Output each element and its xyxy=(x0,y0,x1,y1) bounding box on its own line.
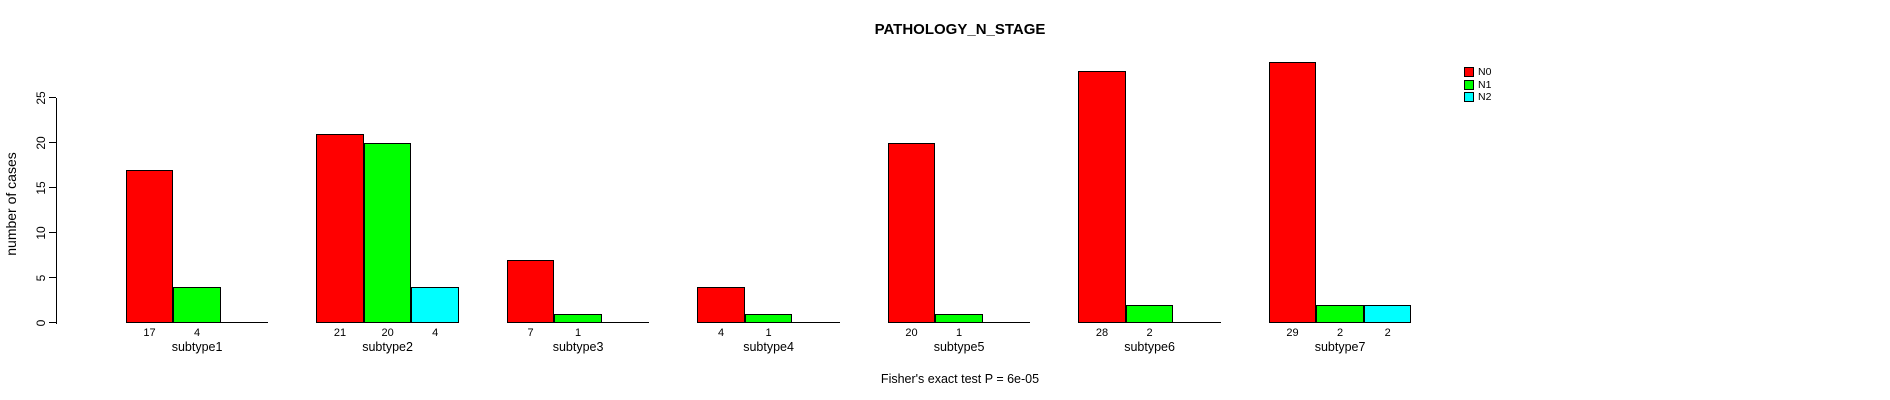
legend-label-N1: N1 xyxy=(1478,78,1492,91)
legend-row-N0: N0 xyxy=(1464,66,1491,79)
bar-subtype7-N2 xyxy=(1363,304,1412,323)
annotation-text: Fisher's exact test P = 6e-05 xyxy=(880,372,1040,386)
bar-subtype2-N0 xyxy=(316,133,364,323)
category-label-subtype1: subtype1 xyxy=(171,339,223,354)
legend-swatch-N1 xyxy=(1464,79,1474,90)
category-label-subtype2: subtype2 xyxy=(362,339,413,354)
legend-label-N0: N0 xyxy=(1478,66,1492,78)
y-tick-label-0: 0 xyxy=(33,319,48,326)
y-tick-0 xyxy=(49,322,56,323)
legend-label-N2: N2 xyxy=(1478,91,1492,103)
group-baseline-subtype2 xyxy=(316,322,459,323)
y-tick-20 xyxy=(49,142,56,143)
bar-subtype5-N0 xyxy=(887,142,936,323)
legend: N0 N1 N2 xyxy=(1464,66,1491,104)
bar-subtype5-N1 xyxy=(935,313,983,323)
bar-subtype4-N0 xyxy=(697,286,745,323)
bar-subtype2-N2 xyxy=(411,286,459,323)
legend-row-N2: N2 xyxy=(1464,91,1491,104)
legend-row-N1: N1 xyxy=(1464,79,1491,92)
y-tick-label-25: 25 xyxy=(33,90,48,105)
category-label-subtype7: subtype7 xyxy=(1314,339,1366,354)
bar-value-label-subtype6-N0: 28 xyxy=(1095,326,1109,339)
bar-value-label-subtype7-N0: 29 xyxy=(1286,326,1299,339)
y-tick-label-20: 20 xyxy=(33,135,48,150)
category-label-subtype4: subtype4 xyxy=(743,339,794,354)
bar-subtype6-N0 xyxy=(1078,70,1126,323)
bar-subtype3-N1 xyxy=(554,313,602,323)
bar-value-label-subtype2-N0: 21 xyxy=(333,326,347,339)
y-tick-25 xyxy=(49,97,56,98)
bar-subtype1-N0 xyxy=(125,169,174,323)
group-baseline-subtype1 xyxy=(125,322,269,323)
bar-value-label-subtype1-N1: 4 xyxy=(194,326,201,339)
group-baseline-subtype6 xyxy=(1078,322,1221,323)
bar-value-label-subtype5-N0: 20 xyxy=(905,326,918,339)
group-baseline-subtype7 xyxy=(1268,322,1412,323)
bar-subtype4-N1 xyxy=(744,313,793,323)
y-tick-10 xyxy=(49,232,56,233)
category-label-subtype3: subtype3 xyxy=(552,339,604,354)
category-label-subtype5: subtype5 xyxy=(933,339,985,354)
bar-value-label-subtype1-N0: 17 xyxy=(143,326,156,339)
category-label-subtype6: subtype6 xyxy=(1124,339,1175,354)
bar-value-label-subtype2-N2: 4 xyxy=(432,326,439,339)
bar-value-label-subtype4-N1: 1 xyxy=(765,326,772,339)
y-tick-label-5: 5 xyxy=(33,274,48,281)
chart-title: PATHOLOGY_N_STAGE xyxy=(874,21,1046,38)
bar-subtype2-N1 xyxy=(363,142,412,323)
legend-swatch-N2 xyxy=(1464,92,1474,103)
y-axis-line xyxy=(56,97,57,324)
group-baseline-subtype3 xyxy=(506,322,650,323)
bar-value-label-subtype4-N0: 4 xyxy=(717,326,725,339)
bar-value-label-subtype3-N1: 1 xyxy=(575,326,582,339)
bar-subtype3-N0 xyxy=(506,259,555,323)
bar-subtype7-N1 xyxy=(1316,304,1364,323)
group-baseline-subtype5 xyxy=(887,322,1031,323)
bar-value-label-subtype2-N1: 20 xyxy=(381,326,394,339)
legend-swatch-N0 xyxy=(1464,67,1474,78)
bar-value-label-subtype3-N0: 7 xyxy=(527,326,534,339)
y-tick-label-15: 15 xyxy=(33,180,48,195)
bar-value-label-subtype5-N1: 1 xyxy=(956,326,963,339)
y-tick-15 xyxy=(49,187,56,188)
bar-subtype7-N0 xyxy=(1268,61,1317,323)
y-tick-5 xyxy=(49,277,56,278)
y-tick-label-10: 10 xyxy=(33,225,48,240)
bar-value-label-subtype7-N1: 2 xyxy=(1337,326,1344,339)
bar-subtype6-N1 xyxy=(1125,304,1174,323)
bar-value-label-subtype6-N1: 2 xyxy=(1146,326,1153,339)
bar-subtype1-N1 xyxy=(173,286,221,323)
bar-value-label-subtype7-N2: 2 xyxy=(1384,326,1391,339)
group-baseline-subtype4 xyxy=(697,322,840,323)
